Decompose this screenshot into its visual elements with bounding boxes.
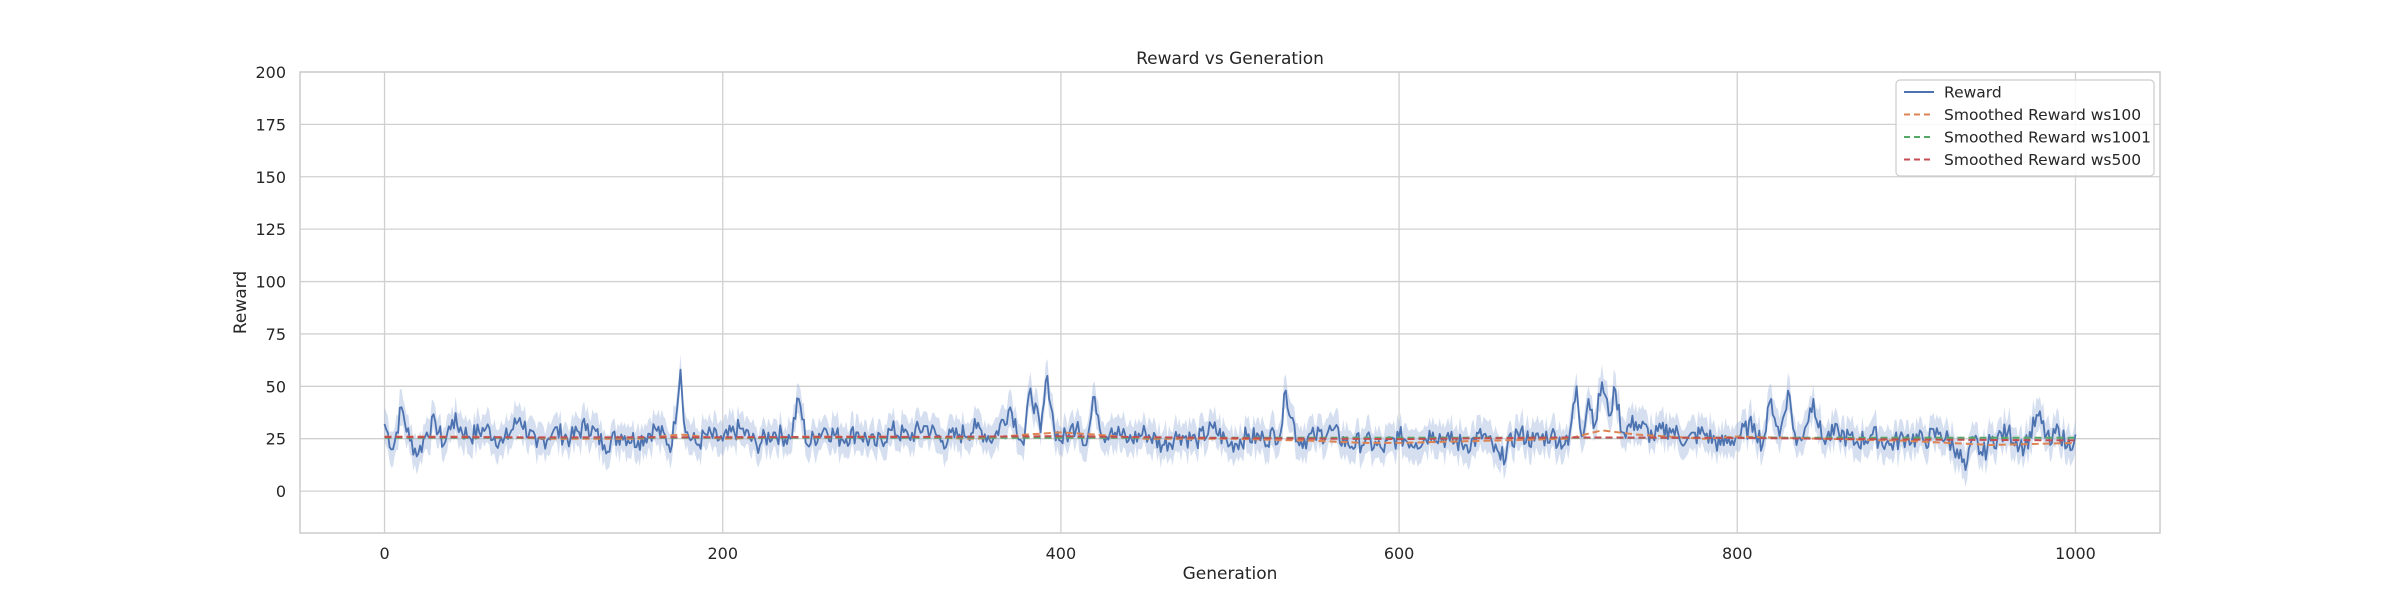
x-tick-label: 400 — [1046, 544, 1077, 563]
legend-item-smoothed-ws100-label: Smoothed Reward ws100 — [1944, 106, 2141, 124]
plot-frame — [299, 71, 2161, 534]
axis-ticks: 0 200 400 600 800 1000 0 25 50 75 100 125 150 175 200 — [255, 63, 2095, 563]
y-tick-label: 25 — [266, 430, 286, 449]
x-tick-label: 1000 — [2055, 544, 2096, 563]
legend-item-smoothed-ws1001-label: Smoothed Reward ws1001 — [1944, 129, 2151, 147]
y-tick-label: 50 — [266, 377, 286, 396]
smoothed-ws500-series-line — [384, 435, 2076, 442]
y-tick-label: 150 — [255, 168, 286, 187]
y-tick-label: 0 — [276, 482, 286, 501]
x-tick-label: 0 — [379, 544, 389, 563]
y-tick-label: 100 — [255, 273, 286, 292]
x-tick-label: 200 — [707, 544, 738, 563]
legend-box — [1895, 79, 2155, 177]
legend-item-smoothed-ws500-label: Smoothed Reward ws500 — [1944, 151, 2141, 169]
smoothed-ws100-series-line — [384, 429, 2076, 447]
reward-confidence-band — [384, 354, 2076, 488]
x-axis-label: Generation — [1183, 564, 1278, 584]
reward-band-area — [384, 354, 2076, 488]
y-tick-label: 75 — [266, 325, 286, 344]
chart-title: Reward vs Generation — [1136, 49, 1324, 69]
reward-series-line — [383, 368, 2077, 472]
series-lines — [383, 368, 2077, 472]
x-tick-label: 600 — [1384, 544, 1415, 563]
y-tick-label: 175 — [255, 115, 286, 134]
y-axis-label: Reward — [231, 271, 251, 334]
legend-item-reward-label: Reward — [1944, 84, 2002, 102]
x-tick-label: 800 — [1722, 544, 1753, 563]
legend: Reward Smoothed Reward ws100 Smoothed Rewa… — [1895, 79, 2155, 177]
y-tick-label: 200 — [255, 63, 286, 82]
y-tick-label: 125 — [255, 220, 286, 239]
